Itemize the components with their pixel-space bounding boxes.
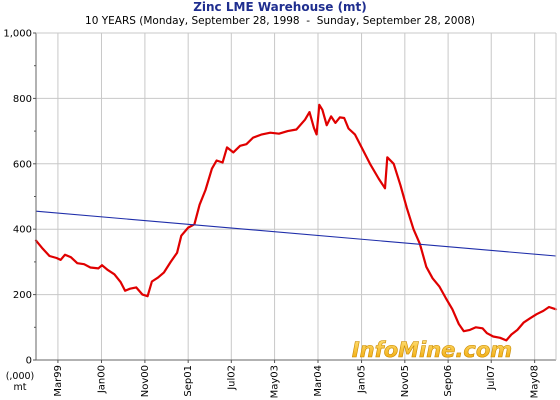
- x-tick-label: Nov05: [400, 365, 411, 397]
- x-tick-label: May08: [530, 365, 541, 398]
- inventory-line: [34, 103, 558, 342]
- x-tick-label: May03: [270, 365, 281, 398]
- y-tick-label: 600: [13, 159, 32, 170]
- y-tick-label: 200: [13, 290, 32, 301]
- chart-title: Zinc LME Warehouse (mt): [193, 0, 367, 14]
- y-unit-label: mt: [14, 382, 27, 393]
- infomine-watermark: InfoMine.com: [352, 338, 512, 362]
- y-tick-label: 800: [13, 94, 32, 105]
- plot-background: [36, 33, 556, 360]
- y-tick-label: 0: [26, 356, 32, 367]
- y-unit-label: (,000): [6, 371, 35, 382]
- y-tick-label: 1,000: [3, 29, 32, 40]
- x-tick-label: Sep06: [443, 365, 454, 397]
- y-tick-label: 400: [13, 225, 32, 236]
- x-tick-label: Jul07: [486, 365, 497, 391]
- x-tick-label: Jan05: [357, 365, 368, 394]
- x-tick-label: Mar04: [313, 365, 324, 397]
- x-tick-label: Jan00: [96, 365, 107, 394]
- x-tick-label: Jul02: [226, 365, 237, 391]
- x-tick-label: Nov00: [140, 365, 151, 397]
- chart-subtitle: 10 YEARS (Monday, September 28, 1998 - S…: [85, 15, 475, 27]
- x-tick-label: Mar99: [53, 365, 64, 397]
- trend-line: [35, 210, 557, 257]
- x-tick-label: Sep01: [183, 365, 194, 397]
